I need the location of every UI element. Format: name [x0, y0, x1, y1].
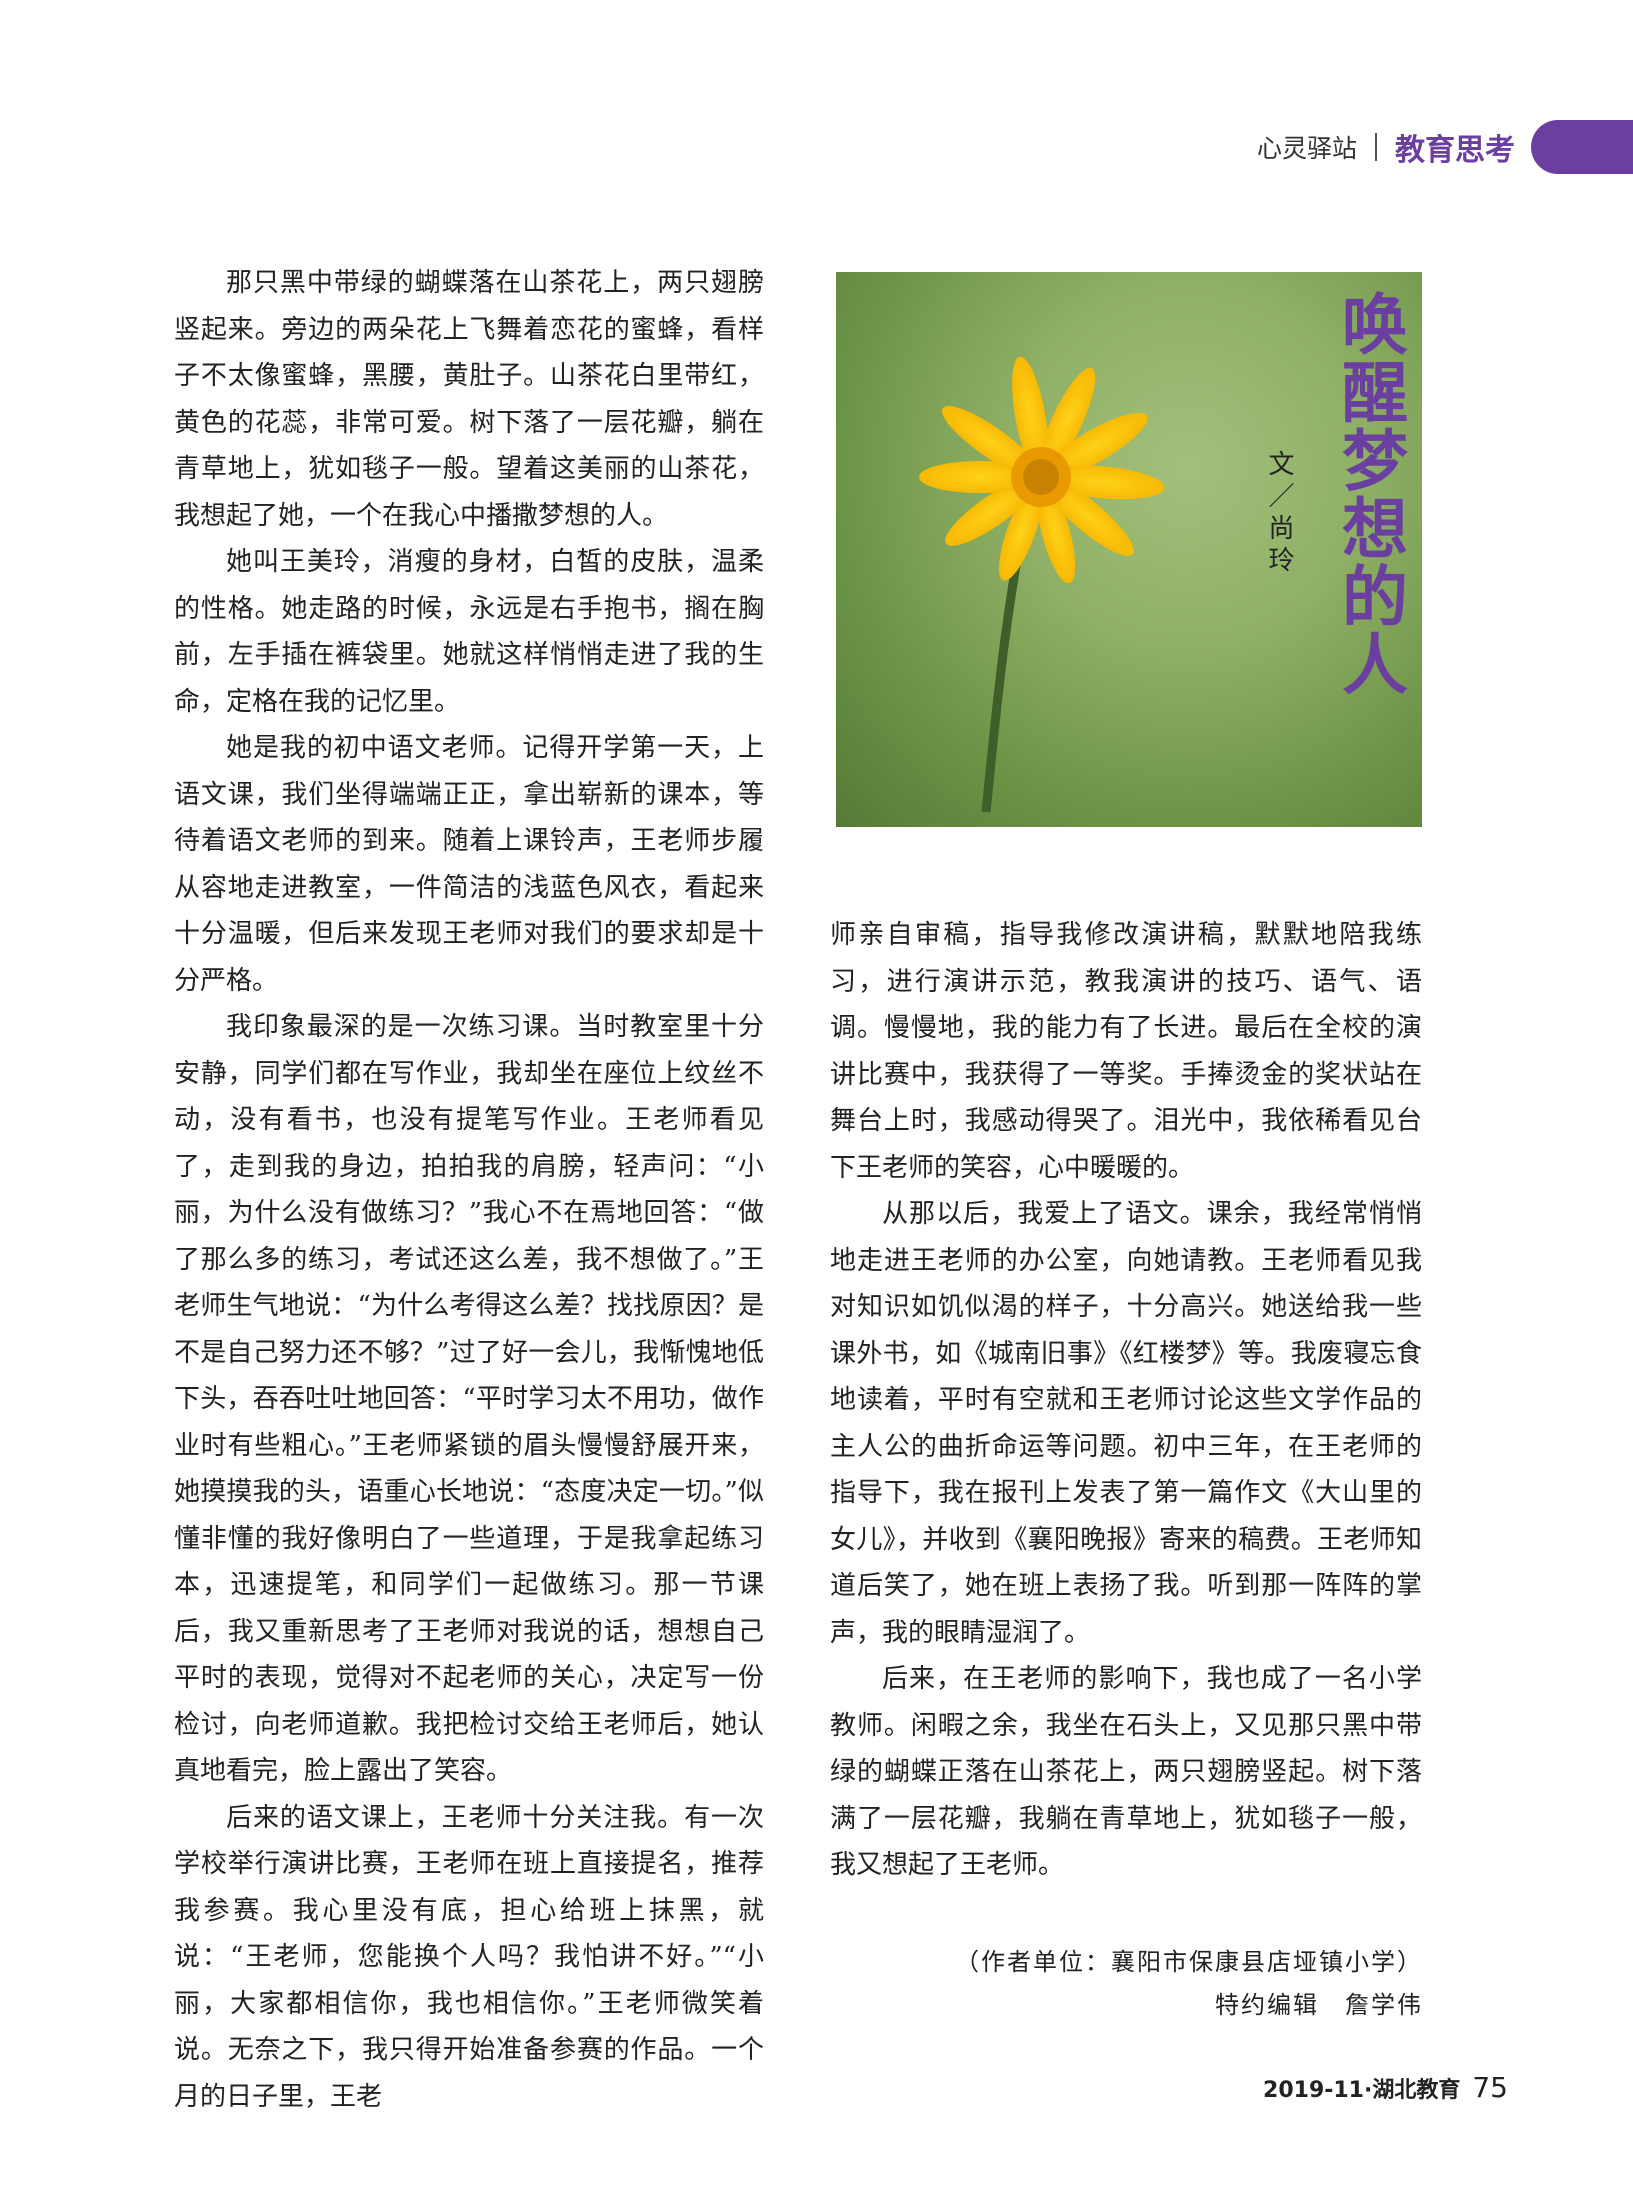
right-column: 师亲自审稿，指导我修改演讲稿，默默地陪我练习，进行演讲示范，教我演讲的技巧、语气… [830, 912, 1422, 1889]
paragraph: 从那以后，我爱上了语文。课余，我经常悄悄地走进王老师的办公室，向她请教。王老师看… [830, 1199, 1422, 1648]
author-unit: （作者单位：襄阳市保康县店垭镇小学） [955, 1948, 1423, 1976]
page-number: 75 [1472, 2071, 1508, 2104]
flower-illustration [919, 356, 1165, 813]
section-name: 心灵驿站 [1256, 134, 1357, 163]
flower-photo: 唤醒梦想的人 文／尚玲 [836, 272, 1422, 827]
paragraph: 师亲自审稿，指导我修改演讲稿，默默地陪我练习，进行演讲示范，教我演讲的技巧、语气… [830, 920, 1422, 1183]
paragraph: 她叫王美玲，消瘦的身材，白皙的皮肤，温柔的性格。她走路的时候，永远是右手抱书，搁… [174, 547, 764, 717]
header-divider [1375, 133, 1377, 161]
column-name: 教育思考 [1395, 133, 1515, 168]
paragraph: 后来，在王老师的影响下，我也成了一名小学教师。闲暇之余，我坐在石头上，又见那只黑… [830, 1664, 1422, 1880]
paragraph: 我印象最深的是一次练习课。当时教室里十分安静，同学们都在写作业，我却坐在座位上纹… [174, 1012, 764, 1786]
left-column: 那只黑中带绿的蝴蝶落在山茶花上，两只翅膀竖起来。旁边的两朵花上飞舞着恋花的蜜蜂，… [174, 260, 764, 2120]
flower-head [919, 356, 1165, 584]
paragraph: 那只黑中带绿的蝴蝶落在山茶花上，两只翅膀竖起来。旁边的两朵花上飞舞着恋花的蜜蜂，… [174, 268, 764, 531]
header-tab [1531, 120, 1633, 174]
editor-credit: 特约编辑 詹学伟 [1215, 1991, 1423, 2019]
paragraph: 后来的语文课上，王老师十分关注我。有一次学校举行演讲比赛，王老师在班上直接提名，… [174, 1802, 764, 2112]
article-byline: 文／尚玲 [1264, 450, 1294, 578]
article-title: 唤醒梦想的人 [1331, 290, 1408, 698]
paragraph: 她是我的初中语文老师。记得开学第一天，上语文课，我们坐得端端正正，拿出崭新的课本… [174, 733, 764, 996]
publication-info: 2019-11·湖北教育 [1263, 2078, 1461, 2103]
page-footer: 2019-11·湖北教育 75 [1263, 2071, 1508, 2104]
page-header: 心灵驿站 教育思考 [1257, 120, 1633, 174]
